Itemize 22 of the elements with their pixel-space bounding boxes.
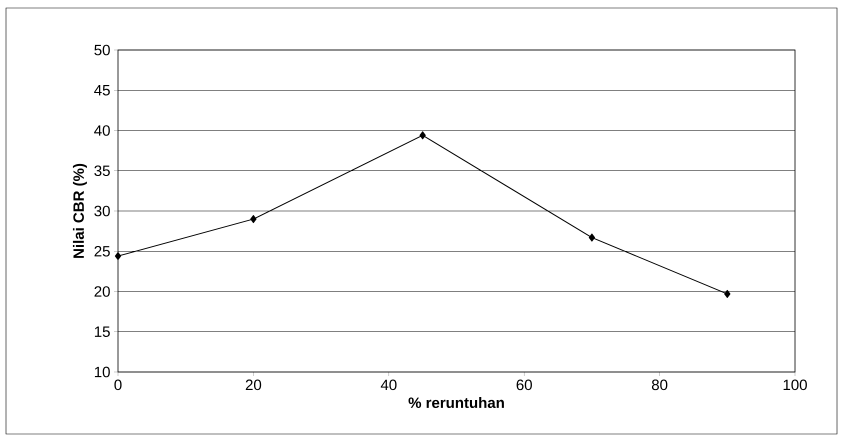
x-tick-label: 40 xyxy=(380,380,397,390)
y-axis-title: Nilai CBR (%) xyxy=(72,164,87,258)
y-tick-label: 40 xyxy=(94,125,110,136)
x-tick-label: 20 xyxy=(246,380,262,390)
point xyxy=(250,215,257,224)
y-tick-label: 20 xyxy=(94,286,110,297)
point xyxy=(114,252,122,260)
x-axis-title: % reruntuhan xyxy=(408,397,504,408)
x-tick-label: 80 xyxy=(652,380,668,390)
y-tick-label: 25 xyxy=(94,246,110,257)
x-tick-label: 60 xyxy=(516,380,532,390)
x-tick-label: 100 xyxy=(784,380,807,390)
y-tick-label: 35 xyxy=(94,165,110,176)
point xyxy=(588,234,596,242)
x-tick-label: 0 xyxy=(114,380,122,390)
point xyxy=(420,131,426,140)
point xyxy=(724,290,730,298)
y-tick-label: 45 xyxy=(94,85,110,96)
y-tick-label: 50 xyxy=(94,44,110,56)
y-tick-label: 15 xyxy=(94,326,110,337)
y-tick-label: 30 xyxy=(94,206,110,216)
y-tick-label: 10 xyxy=(94,366,110,378)
